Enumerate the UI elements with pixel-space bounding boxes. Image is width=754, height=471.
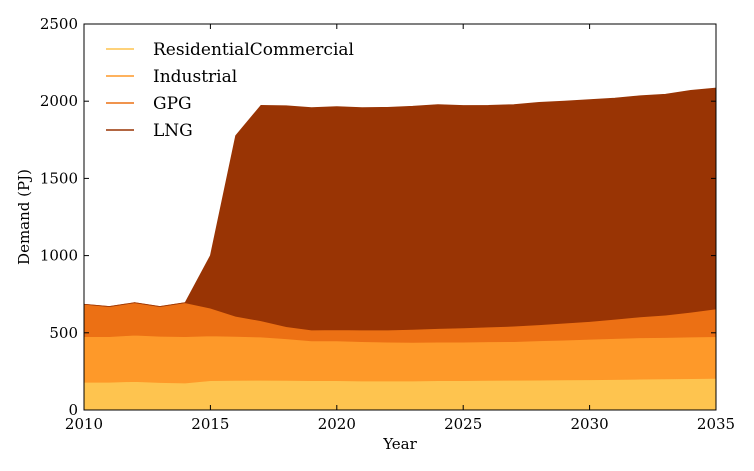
legend: ResidentialCommercial Industrial GPG LNG: [106, 40, 354, 141]
y-tick-labels: 0 500 1000 1500 2000 2500: [40, 15, 78, 419]
x-tick-label: 2010: [65, 415, 103, 433]
y-tick-label: 1500: [40, 169, 78, 187]
legend-label-gpg: GPG: [153, 94, 192, 114]
legend-label-industrial: Industrial: [153, 67, 237, 87]
x-tick-label: 2020: [318, 415, 356, 433]
y-tick-label: 2500: [40, 15, 78, 33]
area-series-group: [83, 87, 717, 411]
y-axis-label: Demand (PJ): [15, 169, 33, 265]
axis-ticks: [83, 23, 717, 411]
y-tick-label: 500: [49, 324, 78, 342]
x-tick-label: 2035: [697, 415, 735, 433]
x-axis-label: Year: [382, 435, 417, 453]
x-tick-label: 2030: [571, 415, 609, 433]
y-tick-label: 1000: [40, 247, 78, 265]
plot-frame: [83, 23, 717, 411]
legend-label-lng: LNG: [153, 121, 193, 141]
y-tick-label: 0: [68, 401, 78, 419]
x-tick-label: 2025: [444, 415, 482, 433]
x-tick-labels: 2010 2015 2020 2025 2030 2035: [65, 415, 735, 433]
y-tick-label: 2000: [40, 92, 78, 110]
x-tick-label: 2015: [191, 415, 229, 433]
legend-label-residentialcommercial: ResidentialCommercial: [153, 40, 354, 60]
